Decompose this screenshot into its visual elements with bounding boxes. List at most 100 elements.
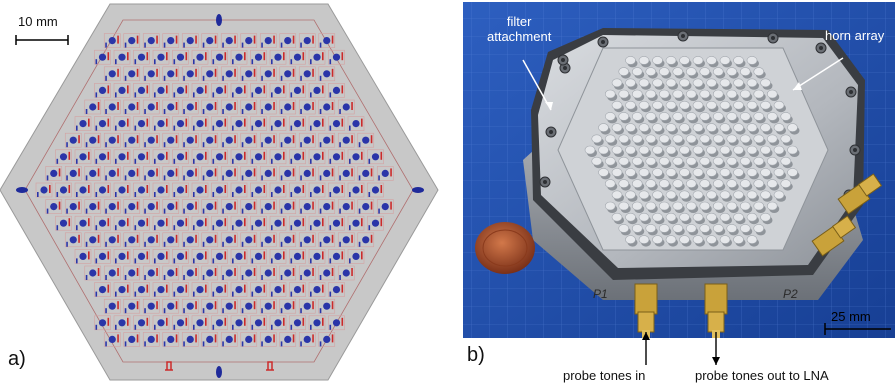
horn xyxy=(685,112,697,121)
cell-line xyxy=(144,42,146,48)
cell-outline xyxy=(113,149,131,165)
cell-pad xyxy=(254,186,263,194)
cell-probe xyxy=(224,85,227,94)
cell-probe xyxy=(234,234,236,243)
cell-pad xyxy=(264,203,272,211)
cell-line xyxy=(173,225,176,231)
cell-line xyxy=(124,75,127,81)
cell-pad xyxy=(176,219,185,227)
cell-outline xyxy=(279,99,297,115)
cell-line xyxy=(280,75,283,81)
cell-pad xyxy=(264,269,272,277)
cell-outline xyxy=(259,99,277,115)
cell-outline xyxy=(123,166,141,181)
cell-outline xyxy=(230,149,248,165)
cell-line xyxy=(66,175,68,181)
cell-line xyxy=(280,175,283,181)
cell-line xyxy=(300,142,302,148)
cell-line xyxy=(319,42,322,48)
horn xyxy=(699,201,711,211)
cell-probe xyxy=(166,118,168,127)
cell-outline xyxy=(162,199,180,214)
cell-pad xyxy=(147,37,155,45)
horn xyxy=(733,123,744,132)
cell-pad xyxy=(128,302,136,310)
cell-line xyxy=(134,291,137,297)
cell-line xyxy=(85,241,88,247)
cell-pad xyxy=(176,120,185,128)
cell-line xyxy=(368,192,371,197)
cell-line xyxy=(76,125,78,131)
cell-pad xyxy=(303,103,311,111)
cell-line xyxy=(85,109,88,114)
cell-outline xyxy=(152,315,170,331)
cell-outline xyxy=(318,132,336,148)
cell-line xyxy=(56,158,59,164)
cell-pad xyxy=(254,286,263,294)
cell-line xyxy=(144,75,146,81)
cell-probe xyxy=(156,68,158,77)
screw-head xyxy=(543,180,547,184)
cell-outline xyxy=(123,332,141,347)
cell-pad xyxy=(108,335,116,343)
cell-pad xyxy=(215,319,224,327)
cell-outline xyxy=(162,33,180,48)
cell-outline xyxy=(74,182,92,198)
cell-outline xyxy=(181,265,199,281)
cell-pad xyxy=(176,319,185,327)
cell-line xyxy=(271,158,273,164)
cell-pad xyxy=(215,153,224,161)
cell-probe xyxy=(214,334,217,343)
cell-line xyxy=(134,158,137,164)
cell-probe xyxy=(351,102,353,110)
cell-line xyxy=(95,291,98,297)
cell-outline xyxy=(240,99,258,115)
cell-probe xyxy=(107,185,110,193)
horn xyxy=(766,89,778,99)
horn xyxy=(665,212,677,222)
cell-probe xyxy=(127,118,129,127)
cell-pad xyxy=(69,169,77,177)
arrow-out-head xyxy=(712,357,720,365)
cell-probe xyxy=(224,185,227,193)
cell-pad xyxy=(225,302,233,310)
cell-probe xyxy=(253,102,256,110)
cell-probe xyxy=(292,35,295,44)
cell-pad xyxy=(293,286,302,294)
cell-probe xyxy=(136,135,139,144)
cell-probe xyxy=(312,35,314,44)
cell-pad xyxy=(254,53,263,61)
cell-probe xyxy=(136,234,139,243)
cell-pad xyxy=(313,86,321,94)
cell-probe xyxy=(107,52,110,61)
cell-line xyxy=(95,225,98,231)
cell-outline xyxy=(367,149,384,165)
cell-probe xyxy=(185,218,188,227)
cell-outline xyxy=(103,199,121,214)
cell-probe xyxy=(302,251,305,260)
cell-outline xyxy=(279,332,297,347)
cell-line xyxy=(329,291,332,297)
cell-pad xyxy=(108,269,116,277)
cell-line xyxy=(300,241,302,247)
cell-outline xyxy=(328,282,345,297)
cell-line xyxy=(251,125,254,131)
cell-probe xyxy=(273,68,275,77)
cell-outline xyxy=(55,182,72,198)
cell-probe xyxy=(380,151,383,160)
bond-pad-bottom xyxy=(216,366,222,378)
cell-line xyxy=(310,59,312,65)
cell-line xyxy=(193,92,195,98)
cell-probe xyxy=(322,284,324,293)
cell-pad xyxy=(225,169,233,177)
cell-probe xyxy=(283,284,285,293)
horn xyxy=(618,134,630,144)
cell-pad xyxy=(98,319,107,327)
cell-probe xyxy=(175,68,178,77)
cell-probe xyxy=(224,52,227,61)
cell-probe xyxy=(351,135,353,144)
cell-line xyxy=(329,158,332,164)
cell-probe xyxy=(263,85,266,94)
cell-probe xyxy=(195,35,197,44)
cell-probe xyxy=(224,251,227,260)
